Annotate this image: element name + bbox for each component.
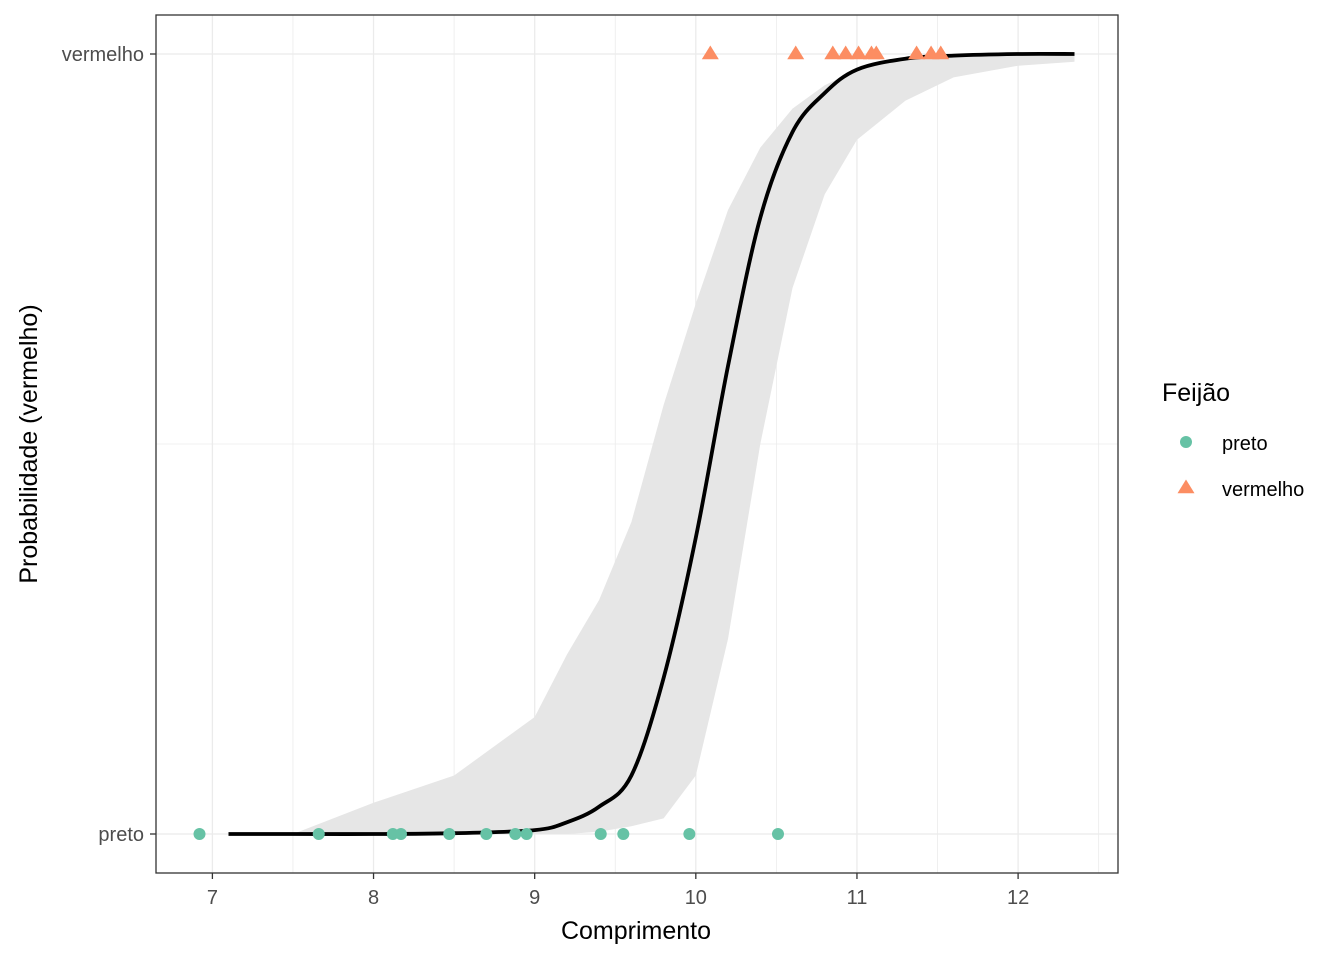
data-point-preto <box>394 828 407 840</box>
fit-curve-group <box>228 51 1075 836</box>
legend-key-vermelho <box>1177 479 1195 494</box>
data-point-vermelho <box>787 45 805 60</box>
confidence-band-group <box>228 54 1075 834</box>
legend-keys: preto vermelho <box>1177 433 1304 501</box>
legend: Feijão preto vermelho <box>1162 379 1304 501</box>
x-tick-label: 8 <box>368 887 379 909</box>
x-tick-label: 7 <box>207 887 218 909</box>
axes-group: 7 8 9 10 11 12 preto vermelho <box>62 44 1029 909</box>
data-point-preto <box>771 828 784 840</box>
data-point-vermelho <box>932 45 950 60</box>
fit-curve <box>228 51 1075 836</box>
data-points-group <box>193 45 950 840</box>
data-point-preto <box>480 828 493 840</box>
data-point-preto <box>520 828 533 840</box>
x-tick-label: 9 <box>529 887 540 909</box>
data-point-vermelho <box>867 45 885 60</box>
legend-label-preto: preto <box>1222 433 1268 455</box>
confidence-band <box>228 54 1075 834</box>
data-point-preto <box>683 828 696 840</box>
panel-border <box>155 14 1119 874</box>
y-tick-label: vermelho <box>62 44 144 66</box>
x-tick-label: 11 <box>847 887 868 909</box>
y-axis-title: Probabilidade (vermelho) <box>15 304 43 583</box>
y-tick-label: preto <box>98 824 144 846</box>
data-point-vermelho <box>850 45 868 60</box>
x-axis-title: Comprimento <box>561 917 711 945</box>
plot-panel-border <box>155 14 1119 874</box>
data-point-preto <box>509 828 522 840</box>
data-point-vermelho <box>837 45 855 60</box>
data-point-preto <box>443 828 456 840</box>
x-tick-label: 12 <box>1007 887 1029 909</box>
data-point-vermelho <box>701 45 719 60</box>
data-point-preto <box>312 828 325 840</box>
data-point-vermelho <box>824 45 842 60</box>
legend-title: Feijão <box>1162 379 1230 407</box>
data-point-preto <box>617 828 630 840</box>
data-point-vermelho <box>908 45 926 60</box>
legend-label-vermelho: vermelho <box>1222 479 1304 501</box>
data-point-preto <box>594 828 607 840</box>
x-tick-label: 10 <box>685 887 707 909</box>
data-point-preto <box>193 828 206 840</box>
legend-key-preto <box>1180 436 1192 448</box>
